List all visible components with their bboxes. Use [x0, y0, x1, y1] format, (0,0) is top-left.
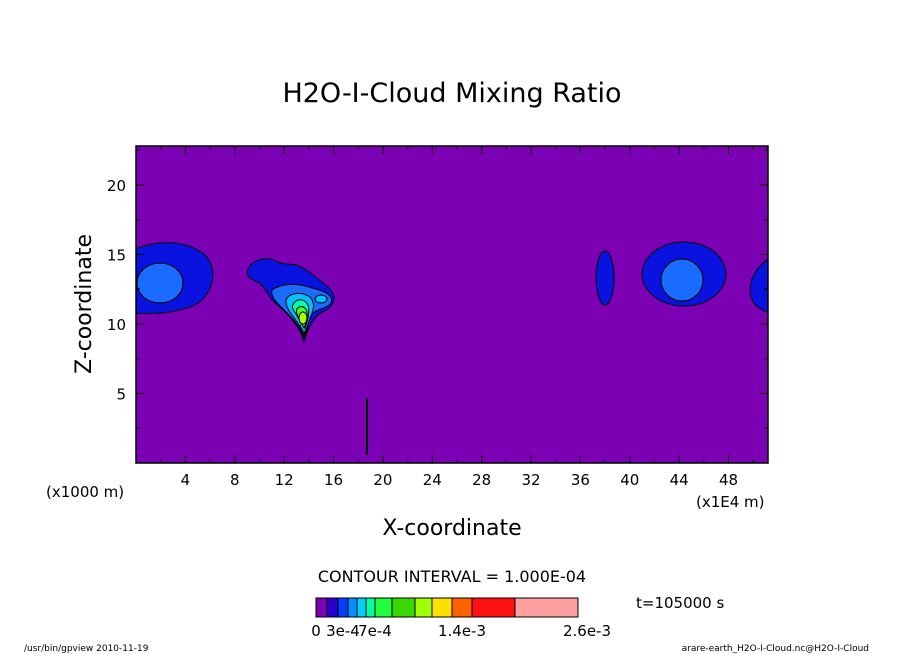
contour-narrow [595, 250, 615, 306]
y-tick-label: 15 [107, 246, 126, 264]
x-axis-ticks: 4 8 12 16 20 24 28 32 36 40 44 48 [160, 146, 754, 489]
x-axis-label: X-coordinate [382, 516, 521, 541]
time-label: t=105000 s [636, 594, 724, 612]
colorbar-label: 7e-4 [358, 622, 392, 640]
colorbar-cell-4 [356, 597, 367, 618]
contour-central-tail [299, 324, 309, 343]
contour-fills [136, 241, 768, 455]
colorbar-cell-7 [391, 597, 416, 618]
x-tick-label: 28 [472, 471, 491, 489]
contour-central-core [298, 311, 308, 325]
x-tick-label: 12 [275, 471, 294, 489]
colorbar-cell-1 [326, 597, 339, 618]
colorbar-cell-0 [315, 597, 328, 618]
footer-left: /usr/bin/gpview 2010-11-19 [24, 644, 149, 654]
colorbar-label: 1.4e-3 [438, 622, 486, 640]
x-tick-label: 24 [423, 471, 442, 489]
x-tick-label: 20 [373, 471, 392, 489]
colorbar-cell-12 [514, 597, 579, 618]
y-tick-label: 20 [107, 177, 126, 195]
colorbar-labels: 0 3e-47e-4 1.4e-3 2.6e-3 [311, 622, 611, 640]
x-unit-label: (x1E4 m) [696, 493, 765, 511]
colorbar-label: 2.6e-3 [563, 622, 611, 640]
colorbar-cell-11 [471, 597, 516, 618]
y-tick-label: 10 [107, 316, 126, 334]
x-tick-label: 32 [521, 471, 540, 489]
plot-background [136, 146, 768, 463]
colorbar-cell-10 [451, 597, 473, 618]
x-tick-label: 40 [620, 471, 639, 489]
contour-central-side [314, 294, 328, 304]
colorbar-cell-2 [337, 597, 349, 618]
x-tick-label: 36 [571, 471, 590, 489]
colorbar-cell-9 [431, 597, 453, 618]
x-tick-label: 48 [719, 471, 738, 489]
chart-title: H2O-I-Cloud Mixing Ratio [282, 78, 621, 109]
colorbar-label: 3e-4 [326, 622, 360, 640]
colorbar-cell-5 [365, 597, 376, 618]
colorbar [315, 597, 579, 618]
colorbar-cell-8 [414, 597, 433, 618]
plot-frame [135, 145, 769, 464]
y-axis-ticks: 5 10 15 20 [107, 149, 768, 429]
colorbar-label: 0 [311, 622, 321, 640]
x-tick-label: 44 [670, 471, 689, 489]
x-tick-label: 8 [230, 471, 240, 489]
colorbar-cell-3 [347, 597, 358, 618]
contour-left-inner [136, 262, 184, 304]
contour-right-inner [660, 258, 704, 302]
x-tick-label: 16 [324, 471, 343, 489]
y-unit-label: (x1000 m) [46, 483, 124, 501]
y-axis-label: Z-coordinate [72, 234, 97, 374]
contour-interval-label: CONTOUR INTERVAL = 1.000E-04 [318, 567, 586, 586]
y-tick-label: 5 [116, 385, 126, 403]
colorbar-cell-6 [374, 597, 393, 618]
footer-right: arare-earth_H2O-I-Cloud.nc@H2O-I-Cloud [682, 644, 869, 654]
x-tick-label: 4 [181, 471, 191, 489]
